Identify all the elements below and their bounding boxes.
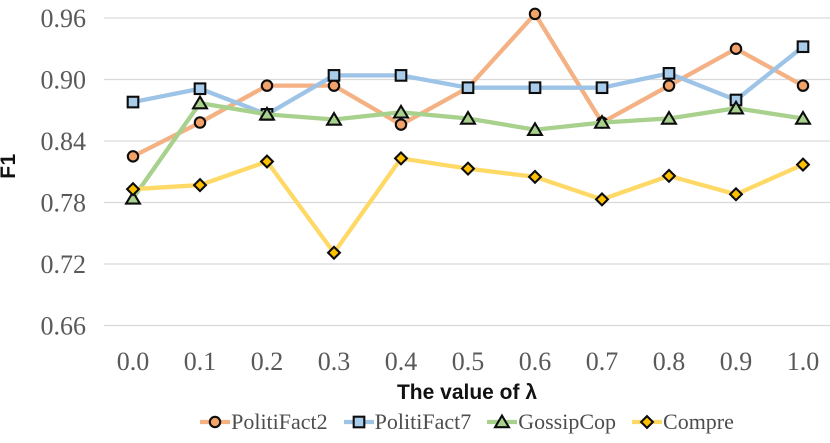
diamond-marker (639, 414, 655, 430)
legend-label-gossipcop: GossipCop (518, 409, 617, 434)
triangle-marker (191, 94, 209, 110)
x-tick-label: 0.5 (452, 347, 485, 376)
legend-item-compre: Compre (632, 409, 734, 435)
x-tick-label: 0.9 (720, 347, 753, 376)
diamond-marker (527, 169, 543, 185)
politifact7-square-marker-icon (343, 410, 374, 434)
legend-item-gossipcop: GossipCop (487, 409, 616, 435)
circle-marker (126, 150, 140, 163)
square-marker (461, 81, 475, 95)
circle-marker (662, 79, 676, 92)
diamond-marker (259, 154, 275, 169)
legend-swatch-svg (343, 415, 374, 429)
circle-marker (528, 7, 542, 21)
square-marker (327, 69, 341, 82)
legend-swatch-svg (632, 414, 663, 430)
circle-marker (193, 116, 207, 129)
legend-label-compre: Compre (663, 409, 734, 434)
triangle-marker (325, 111, 343, 126)
series-gossipcop (124, 94, 812, 205)
triangle-marker (124, 189, 142, 205)
circle-marker (327, 79, 341, 92)
square-marker (662, 67, 676, 80)
diamond-marker (326, 245, 342, 261)
diamond-marker (192, 177, 208, 193)
x-tick-label: 0.2 (251, 347, 284, 376)
square-marker (394, 69, 408, 82)
series-compre (125, 151, 811, 261)
x-tick-label: 0.7 (586, 347, 619, 376)
x-tick-label: 0.1 (184, 347, 217, 376)
gossipcop-triangle-marker-icon (487, 410, 518, 434)
circle-marker (729, 42, 743, 55)
square-marker (595, 81, 609, 95)
square-marker (352, 415, 366, 429)
x-tick-label: 0.6 (519, 347, 552, 376)
triangle-marker (660, 109, 678, 125)
square-marker (193, 82, 207, 96)
x-tick-label: 0.0 (117, 347, 150, 376)
square-marker (796, 40, 810, 54)
diamond-marker (795, 157, 811, 172)
x-tick-label: 0.4 (385, 347, 418, 376)
x-tick-label: 0.8 (653, 347, 686, 376)
triangle-marker (258, 105, 276, 121)
legend-swatch-svg (200, 415, 231, 429)
y-tick-label: 0.78 (41, 189, 87, 218)
triangle-marker (794, 109, 812, 125)
diamond-marker (594, 192, 610, 207)
legend-item-politifact2: PolitiFact2 (200, 409, 328, 435)
compre-diamond-marker-icon (632, 410, 663, 434)
circle-marker (796, 79, 810, 92)
triangle-marker (526, 121, 544, 136)
legend-label-politifact2: PolitiFact2 (231, 409, 328, 434)
circle-marker (394, 118, 408, 131)
legend-label-politifact7: PolitiFact7 (374, 409, 472, 434)
y-tick-label: 0.66 (41, 312, 87, 341)
triangle-marker (459, 109, 477, 125)
legend: PolitiFact2 PolitiFact7 GossipCop Compre (104, 405, 830, 439)
diamond-marker (460, 161, 476, 177)
circle-marker (260, 79, 274, 92)
triangle-marker (727, 99, 745, 115)
diamond-marker (125, 181, 141, 197)
diamond-marker (661, 168, 677, 184)
y-axis-title: F1 (0, 153, 20, 179)
square-marker (126, 95, 140, 109)
triangle-marker (593, 114, 611, 129)
legend-item-politifact7: PolitiFact7 (343, 409, 472, 435)
politifact2-circle-marker-icon (200, 410, 231, 434)
triangle-marker (392, 103, 410, 119)
y-tick-label: 0.90 (41, 66, 87, 95)
y-tick-label: 0.96 (41, 4, 87, 33)
circle-marker (208, 415, 222, 429)
square-marker (528, 81, 542, 95)
x-tick-label: 1.0 (787, 347, 820, 376)
triangle-marker (493, 413, 511, 429)
x-tick-label: 0.3 (318, 347, 351, 376)
diamond-marker (393, 151, 409, 166)
legend-swatch-svg (487, 413, 518, 429)
x-axis-title: The value of λ (396, 381, 538, 404)
diamond-marker (728, 186, 744, 202)
y-tick-label: 0.84 (41, 127, 87, 156)
y-tick-label: 0.72 (41, 250, 87, 279)
